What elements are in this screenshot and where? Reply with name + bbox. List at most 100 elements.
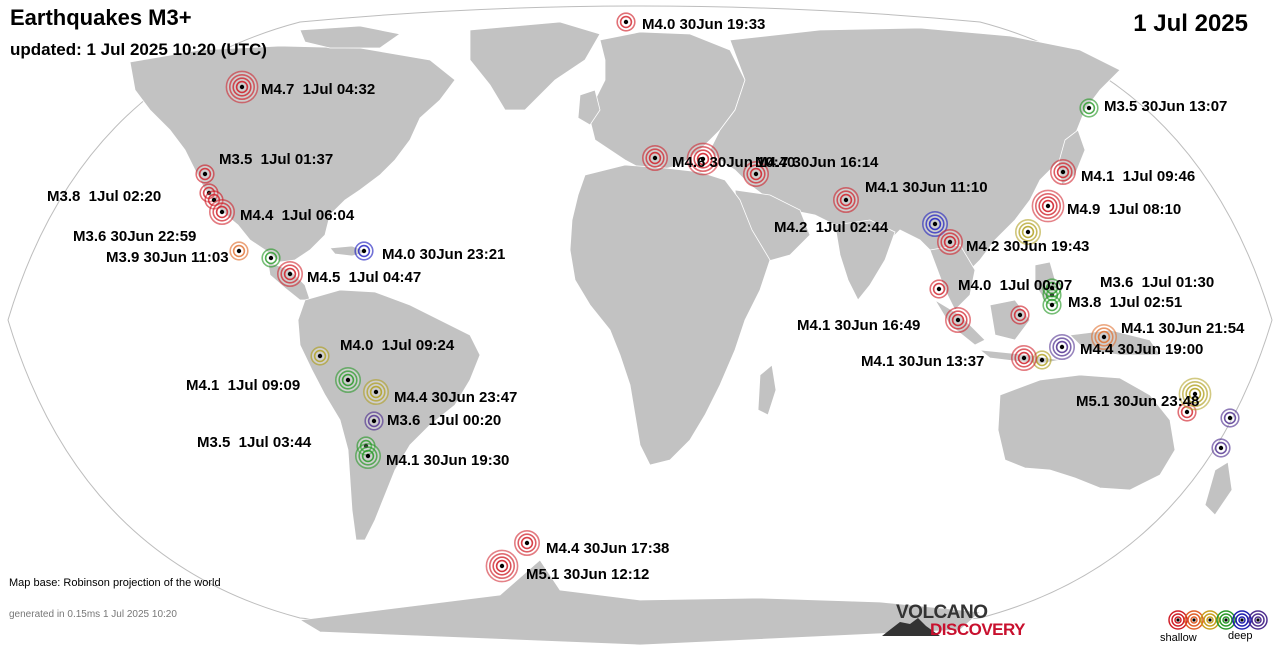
sumatra xyxy=(934,299,986,346)
quake-epicenter xyxy=(1017,312,1023,318)
quake-marker[interactable] xyxy=(1178,377,1212,411)
quake-label[interactable]: M4.2 1Jul 02:44 xyxy=(774,219,889,236)
quake-marker[interactable] xyxy=(1010,344,1037,371)
new-zealand xyxy=(1204,461,1233,516)
quake-marker[interactable] xyxy=(354,442,381,469)
africa xyxy=(569,164,771,466)
legend-ring xyxy=(1248,610,1268,630)
quake-ring xyxy=(1052,337,1072,357)
quake-marker[interactable] xyxy=(742,161,769,188)
quake-label[interactable]: M3.6 1Jul 00:20 xyxy=(387,412,502,429)
quake-label[interactable]: M5.1 30Jun 23:48 xyxy=(1076,393,1200,410)
quake-marker[interactable] xyxy=(485,549,519,583)
quake-marker[interactable] xyxy=(195,164,215,184)
quake-label[interactable]: M4.7 1Jul 04:32 xyxy=(261,81,376,98)
quake-marker[interactable] xyxy=(1079,98,1099,118)
quake-marker[interactable] xyxy=(686,142,720,176)
quake-marker[interactable] xyxy=(310,346,330,366)
quake-label[interactable]: M4.9 1Jul 08:10 xyxy=(1067,201,1182,218)
quake-marker[interactable] xyxy=(229,241,249,261)
quake-marker[interactable] xyxy=(944,306,971,333)
quake-label[interactable]: M3.5 1Jul 03:44 xyxy=(197,434,312,451)
legend-ring xyxy=(1232,610,1252,630)
quake-label[interactable]: M4.2 30Jun 19:43 xyxy=(966,238,1090,255)
quake-marker[interactable] xyxy=(225,70,259,104)
quake-marker[interactable] xyxy=(1049,333,1076,360)
volcanodiscovery-logo[interactable]: VOLCANO DISCOVERY xyxy=(880,602,1040,642)
quake-label[interactable]: M3.5 1Jul 01:37 xyxy=(219,151,334,168)
quake-ring xyxy=(1035,193,1062,220)
quake-label[interactable]: M4.0 1Jul 00:07 xyxy=(958,277,1073,294)
quake-label[interactable]: M4.6 30Jun 10:40 xyxy=(672,154,796,171)
quake-label[interactable]: M4.4 30Jun 17:38 xyxy=(546,540,670,557)
quake-marker[interactable] xyxy=(1091,323,1118,350)
quake-label[interactable]: M4.1 30Jun 11:10 xyxy=(865,179,988,196)
quake-label[interactable]: M4.4 1Jul 06:04 xyxy=(240,207,355,224)
quake-marker[interactable] xyxy=(1010,305,1030,325)
quake-label[interactable]: M4.7 30Jun 16:14 xyxy=(755,154,879,171)
quake-ring xyxy=(283,267,297,281)
legend-ring xyxy=(1187,613,1201,627)
greenland xyxy=(469,21,601,111)
quake-marker[interactable] xyxy=(1014,219,1041,246)
quake-marker[interactable] xyxy=(354,241,374,261)
quake-label[interactable]: M4.1 30Jun 13:37 xyxy=(861,353,985,370)
quake-marker[interactable] xyxy=(364,411,384,431)
quake-label[interactable]: M4.1 1Jul 09:09 xyxy=(186,377,301,394)
quake-marker[interactable] xyxy=(334,366,361,393)
legend-dot xyxy=(1256,618,1260,622)
quake-ring xyxy=(198,167,212,181)
quake-epicenter xyxy=(236,248,242,254)
quake-ring xyxy=(689,146,716,173)
quake-marker[interactable] xyxy=(261,248,281,268)
quake-label[interactable]: M4.1 30Jun 16:49 xyxy=(797,317,921,334)
quake-marker[interactable] xyxy=(362,378,389,405)
quake-label[interactable]: M4.4 30Jun 19:00 xyxy=(1080,341,1204,358)
quake-ring xyxy=(369,385,383,399)
quake-marker[interactable] xyxy=(209,199,236,226)
land-masses xyxy=(129,21,1233,646)
quake-label[interactable]: M4.1 30Jun 21:54 xyxy=(1121,320,1245,337)
quake-marker[interactable] xyxy=(276,260,303,287)
quake-label[interactable]: M5.1 30Jun 12:12 xyxy=(526,566,650,583)
quake-label[interactable]: M3.6 30Jun 22:59 xyxy=(73,228,197,245)
quake-marker[interactable] xyxy=(936,229,963,256)
quake-marker[interactable] xyxy=(513,529,540,556)
quake-epicenter xyxy=(1021,355,1027,361)
quake-label[interactable]: M3.6 1Jul 01:30 xyxy=(1100,274,1215,291)
quake-markers xyxy=(195,12,1240,583)
legend-ring xyxy=(1200,610,1220,630)
quake-label[interactable]: M4.0 30Jun 19:33 xyxy=(642,16,766,33)
quake-ring xyxy=(1018,222,1038,242)
quake-label[interactable]: M3.9 30Jun 11:03 xyxy=(106,249,229,266)
quake-marker[interactable] xyxy=(1050,159,1077,186)
quake-label[interactable]: M3.8 1Jul 02:51 xyxy=(1068,294,1183,311)
quake-label[interactable]: M4.4 30Jun 23:47 xyxy=(394,389,518,406)
quake-marker[interactable] xyxy=(832,187,859,214)
quake-label[interactable]: M4.1 1Jul 09:46 xyxy=(1081,168,1196,185)
quake-label[interactable]: M4.5 1Jul 04:47 xyxy=(307,269,422,286)
quake-label[interactable]: M4.0 1Jul 09:24 xyxy=(340,337,455,354)
legend-ring xyxy=(1254,616,1262,624)
quake-ring xyxy=(361,449,375,463)
quake-label[interactable]: M3.8 1Jul 02:20 xyxy=(47,188,162,205)
quake-marker[interactable] xyxy=(1042,295,1062,315)
quake-epicenter xyxy=(365,453,371,459)
quake-marker[interactable] xyxy=(929,279,949,299)
quake-ring xyxy=(1185,384,1205,404)
quake-ring xyxy=(648,151,662,165)
quake-marker[interactable] xyxy=(641,145,668,172)
quake-marker[interactable] xyxy=(1211,438,1231,458)
quake-marker[interactable] xyxy=(921,211,948,238)
quake-ring xyxy=(746,164,766,184)
quake-marker[interactable] xyxy=(1031,189,1065,223)
quake-label[interactable]: M4.1 30Jun 19:30 xyxy=(386,452,510,469)
quake-epicenter xyxy=(700,156,706,162)
quake-label[interactable]: M4.0 30Jun 23:21 xyxy=(382,246,506,263)
quake-ring xyxy=(232,77,252,97)
quake-marker[interactable] xyxy=(616,12,636,32)
quake-ring xyxy=(495,559,509,573)
quake-ring xyxy=(928,217,942,231)
quake-label[interactable]: M3.5 30Jun 13:07 xyxy=(1104,98,1228,115)
quake-marker[interactable] xyxy=(1220,408,1240,428)
